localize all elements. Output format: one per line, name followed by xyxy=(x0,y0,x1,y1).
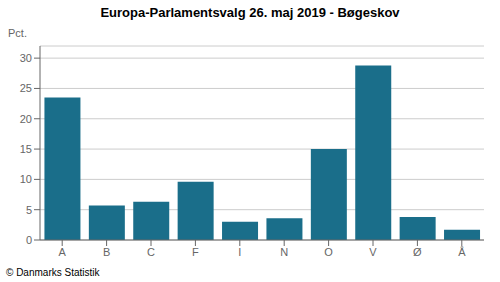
svg-text:25: 25 xyxy=(20,82,32,94)
svg-text:C: C xyxy=(147,246,155,258)
html-text:Pct.: Pct. xyxy=(8,27,27,39)
svg-text:Å: Å xyxy=(458,246,466,258)
svg-text:Ø: Ø xyxy=(413,246,422,258)
svg-text:5: 5 xyxy=(26,204,32,216)
svg-text:N: N xyxy=(280,246,288,258)
svg-text:30: 30 xyxy=(20,52,32,64)
svg-text:F: F xyxy=(192,246,199,258)
svg-text:B: B xyxy=(103,246,110,258)
svg-text:10: 10 xyxy=(20,173,32,185)
html-text:Europa-Parlamentsvalg 26. maj: Europa-Parlamentsvalg 26. maj 2019 - Bøg… xyxy=(100,5,400,20)
html-text:© Danmarks Statistik: © Danmarks Statistik xyxy=(6,267,100,278)
svg-text:20: 20 xyxy=(20,113,32,125)
svg-text:0: 0 xyxy=(26,234,32,246)
svg-text:V: V xyxy=(369,246,377,258)
svg-text:15: 15 xyxy=(20,143,32,155)
svg-text:A: A xyxy=(59,246,67,258)
svg-text:I: I xyxy=(238,246,241,258)
svg-text:O: O xyxy=(324,246,333,258)
